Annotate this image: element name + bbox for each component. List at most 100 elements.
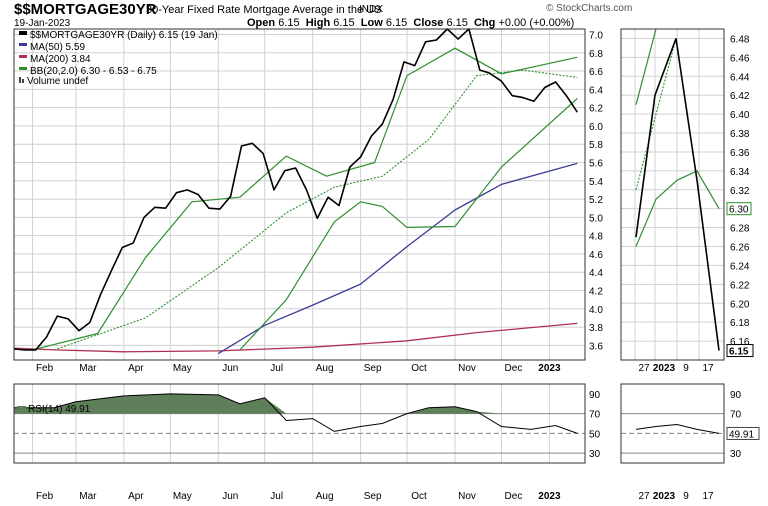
zoom-rsi-tick-label: 30 (730, 449, 742, 460)
rsi-x-tick-label: Dec (505, 491, 523, 502)
zoom-x-tick-label: 17 (702, 363, 714, 374)
rsi-x-tick-label: Feb (36, 491, 54, 502)
zoom-rsi-tick-label: 90 (730, 390, 742, 401)
y-tick-label: 5.0 (589, 213, 603, 224)
chg-label: Chg (473, 17, 496, 29)
rsi-x-tick-label: Aug (316, 491, 334, 502)
brand-watermark: © StockCharts.com (546, 3, 633, 14)
zoom-y-tick-label: 6.46 (730, 53, 750, 64)
panel-frame (620, 383, 725, 464)
zoom-x-tick-label: 27 (638, 363, 650, 374)
y-tick-label: 4.8 (589, 232, 603, 243)
zoom-rsi-tag-box (726, 426, 760, 440)
rsi-x-tick-label: Mar (79, 491, 97, 502)
x-tick-label: Feb (36, 363, 54, 374)
x-tick-label: 2023 (538, 363, 561, 374)
close-value: 6.15 (446, 17, 468, 29)
volume-legend-swatch (19, 77, 21, 83)
panel-frame (13, 28, 586, 361)
y-tick-label: 4.6 (589, 250, 603, 261)
legend-ma50: MA(50) 5.59 (30, 42, 85, 53)
rsi-x-tick-label: Sep (364, 491, 382, 502)
zoom-y-tick-label: 6.20 (730, 299, 750, 310)
zoom-x-tick-label: 9 (683, 363, 689, 374)
rsi-legend: RSI(14) 49.91 (17, 404, 91, 415)
rsi-line (14, 393, 578, 434)
zoom-bb-middle (635, 38, 677, 190)
y-tick-label: 6.8 (589, 49, 603, 60)
rsi-x-tick-label: 2023 (538, 491, 561, 502)
main-grid: Feb Mar Apr May Jun Jul Aug Sep Oct Nov Dec 2023 (14, 29, 585, 374)
rsi-overbought-fill (14, 393, 578, 414)
open-label: Open (247, 17, 276, 29)
rsi-x-tick-label: Apr (128, 491, 144, 502)
x-tick-label: Dec (505, 363, 523, 374)
ohlc-readout: Open 6.15 High 6.15 Low 6.15 Close 6.15 … (247, 17, 574, 29)
y-tick-label: 6.0 (589, 122, 603, 133)
zoom-rsi-x-tick-label: 27 (638, 491, 650, 502)
panel-frames (13, 28, 725, 464)
series-line-mortgage30yr (13, 28, 578, 351)
series-line-bb-lower (239, 98, 578, 351)
zoom-bb-tag-box (726, 202, 752, 216)
y-tick-label: 3.8 (589, 323, 603, 334)
y-tick-label: 5.6 (589, 158, 603, 169)
rsi-x-tick-label: Nov (458, 491, 476, 502)
series-line-ma-200 (13, 322, 578, 353)
volume-legend-swatch-2 (22, 79, 24, 83)
legend-bb: BB(20,2.0) 6.30 - 6.53 - 6.75 (30, 66, 157, 77)
zoom-price-tag-box (726, 344, 754, 358)
x-tick-label: Jun (222, 363, 238, 374)
series-line-ma-50 (217, 162, 578, 355)
zoom-y-tick-label: 6.34 (730, 167, 750, 178)
zoom-y-tick-label: 6.48 (730, 34, 750, 45)
x-tick-label: Oct (411, 363, 427, 374)
x-tick-label: Aug (316, 363, 334, 374)
x-tick-label: Apr (128, 363, 144, 374)
bb-legend-swatch (19, 67, 27, 70)
zoom-rsi-tick-label: 70 (730, 410, 742, 421)
series-line-bb-middle (54, 69, 578, 351)
rsi-x-tick-label: Jul (270, 491, 283, 502)
main-legend: $$MORTGAGE30YR (Daily) 6.15 (19 Jan) MA(… (19, 30, 218, 87)
y-tick-label: 4.0 (589, 305, 603, 316)
zoom-price-line (635, 38, 720, 351)
rsi-y-tick-label: 50 (589, 429, 601, 440)
y-tick-label: 6.2 (589, 104, 603, 115)
y-tick-label: 5.4 (589, 177, 603, 188)
y-tick-label: 4.2 (589, 287, 603, 298)
chg-value: +0.00 (+0.00%) (498, 17, 575, 29)
zoom-y-tick-label: 6.38 (730, 129, 750, 140)
symbol-title: $$MORTGAGE30YR (14, 1, 157, 18)
zoom-price-tag: 6.15 (729, 347, 749, 358)
zoom-x-tick-label: 2023 (653, 363, 676, 374)
price-legend-swatch (19, 31, 27, 35)
zoom-y-tick-label: 6.40 (730, 110, 750, 121)
x-tick-label: May (173, 363, 192, 374)
symbol-description: 30-Year Fixed Rate Mortgage Average in t… (146, 4, 382, 16)
x-tick-label: Jul (270, 363, 283, 374)
zoom-rsi-tag: 49.91 (729, 429, 754, 440)
zoom-bb-lower (635, 170, 720, 247)
zoom-bb-upper (635, 28, 657, 105)
rsi-y-tick-label: 90 (589, 390, 601, 401)
zoom-y-tick-label: 6.44 (730, 72, 750, 83)
rsi-y-tick-label: 70 (589, 410, 601, 421)
zoom-y-tick-label: 6.36 (730, 148, 750, 159)
rsi-x-tick-label: Jun (222, 491, 238, 502)
ma50-legend-swatch (19, 43, 27, 46)
y-tick-label: 5.2 (589, 195, 603, 206)
x-tick-label: Nov (458, 363, 476, 374)
legend-rsi: RSI(14) 49.91 (28, 404, 91, 415)
rsi-x-tick-label: Oct (411, 491, 427, 502)
zoom-bb-tag: 6.30 (729, 205, 749, 216)
low-value: 6.15 (385, 17, 408, 29)
main-series (13, 28, 578, 355)
y-tick-label: 5.8 (589, 140, 603, 151)
zoom-rsi-x-tick-label: 2023 (653, 491, 676, 502)
x-tick-label: Mar (79, 363, 97, 374)
legend-volume: Volume undef (27, 76, 88, 87)
ma200-legend-swatch (19, 55, 27, 58)
x-tick-label: Sep (364, 363, 382, 374)
